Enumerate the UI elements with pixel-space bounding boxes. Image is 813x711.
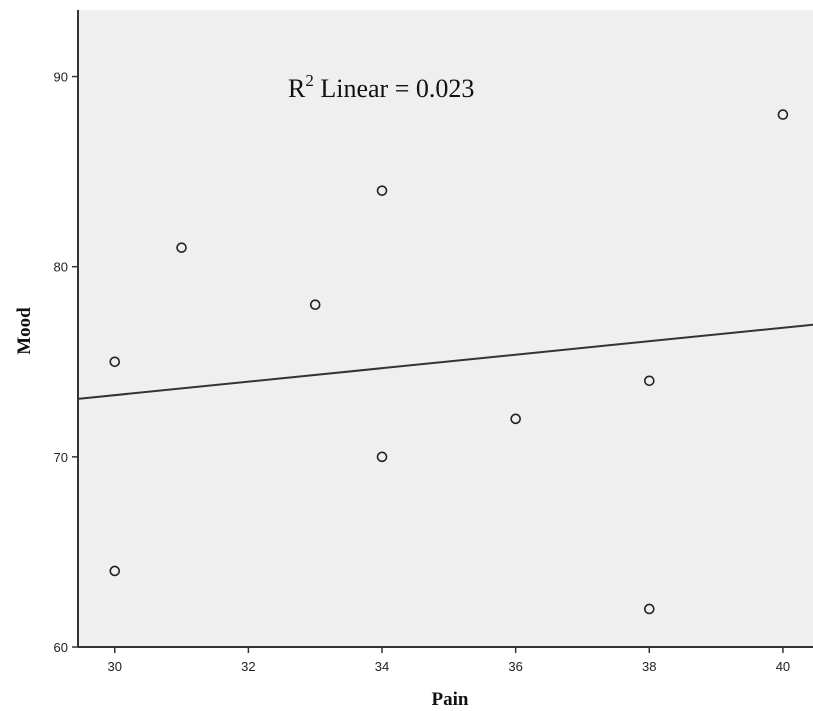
data-point	[109, 356, 121, 368]
x-tick-label: 34	[375, 659, 389, 674]
x-axis-title: Pain	[432, 689, 469, 710]
fit-line	[77, 323, 813, 400]
points-layer	[109, 109, 789, 615]
r-squared-text: Linear = 0.023	[314, 74, 475, 103]
x-tick-label: 36	[508, 659, 522, 674]
data-point	[510, 413, 521, 425]
y-tick-label: 70	[54, 450, 68, 465]
y-axis-title: Mood	[14, 307, 35, 355]
data-point	[109, 565, 121, 577]
x-tick-label: 30	[108, 659, 122, 674]
y-tick-label: 90	[54, 70, 68, 85]
fit-line-layer	[77, 323, 813, 400]
x-tick-label: 40	[776, 659, 790, 674]
data-point	[376, 451, 388, 463]
data-point	[309, 299, 321, 311]
data-point	[777, 109, 789, 120]
data-point	[643, 375, 655, 387]
data-point	[643, 603, 655, 615]
plot-area	[78, 10, 813, 647]
x-tick-label: 38	[642, 659, 656, 674]
axes-layer: 30 32 34 36 38 40 60 70 80 90	[54, 10, 813, 674]
y-tick-label: 60	[54, 640, 68, 655]
y-tick-label: 80	[54, 260, 68, 275]
data-point	[376, 185, 388, 196]
r-squared-annotation: R2 Linear = 0.023	[288, 71, 474, 103]
x-tick-label: 32	[241, 659, 255, 674]
r-squared-symbol: R	[288, 74, 306, 103]
data-point	[176, 242, 187, 253]
r-squared-superscript: 2	[305, 71, 314, 90]
